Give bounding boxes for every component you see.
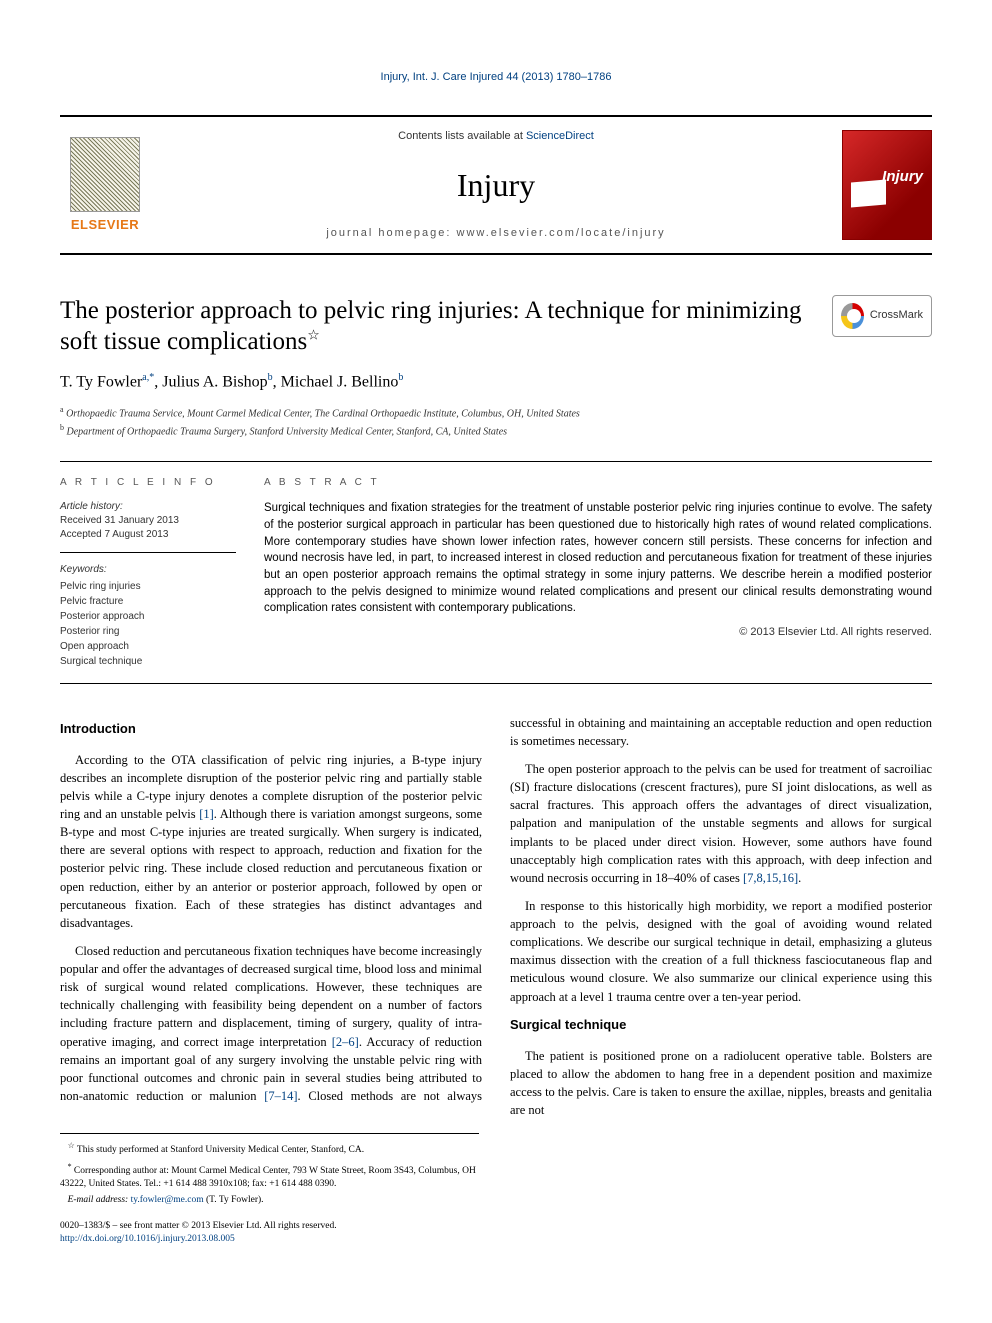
sciencedirect-link[interactable]: ScienceDirect	[526, 130, 594, 142]
article-title: The posterior approach to pelvic ring in…	[60, 295, 812, 358]
author-2[interactable]: Julius A. Bishop	[162, 374, 267, 391]
aff-b-sup: b	[60, 423, 64, 432]
abstract-heading: A B S T R A C T	[264, 476, 932, 491]
article-info: A R T I C L E I N F O Article history: R…	[60, 462, 250, 683]
body-paragraph: The open posterior approach to the pelvi…	[510, 760, 932, 887]
keyword: Pelvic fracture	[60, 594, 236, 609]
author-3[interactable]: Michael J. Bellino	[281, 374, 399, 391]
aff-a-sup: a	[60, 405, 64, 414]
authors: T. Ty Fowlera,*, Julius A. Bishopb, Mich…	[60, 371, 932, 394]
citation-link[interactable]: [7–14]	[264, 1089, 297, 1103]
author-2-sup[interactable]: b	[268, 372, 273, 383]
email-name: (T. Ty Fowler).	[206, 1195, 264, 1205]
running-head-issue: 44 (2013) 1780–1786	[506, 71, 611, 83]
running-head-journal: Injury, Int. J. Care Injured	[381, 71, 504, 83]
affiliation-a: Orthopaedic Trauma Service, Mount Carmel…	[66, 409, 580, 420]
footnote-email: E-mail address: ty.fowler@me.com (T. Ty …	[60, 1194, 479, 1207]
keyword: Pelvic ring injuries	[60, 579, 236, 594]
keywords-list: Pelvic ring injuries Pelvic fracture Pos…	[60, 579, 236, 669]
body-paragraph: In response to this historically high mo…	[510, 897, 932, 1006]
affiliation-b: Department of Orthopaedic Trauma Surgery…	[67, 426, 508, 437]
keyword: Open approach	[60, 639, 236, 654]
introduction-heading: Introduction	[60, 720, 482, 739]
contents-prefix: Contents lists available at	[398, 130, 523, 142]
keywords-label: Keywords:	[60, 564, 107, 575]
journal-name: Injury	[170, 163, 822, 208]
crossmark-icon	[841, 303, 864, 329]
journal-cover-thumbnail[interactable]: Injury	[842, 130, 932, 240]
journal-header-center: Contents lists available at ScienceDirec…	[150, 129, 842, 241]
citation-link[interactable]: [7,8,15,16]	[743, 871, 798, 885]
abstract-copyright: © 2013 Elsevier Ltd. All rights reserved…	[264, 625, 932, 641]
author-1-sup[interactable]: a,*	[142, 372, 154, 383]
running-head: Injury, Int. J. Care Injured 44 (2013) 1…	[60, 70, 932, 85]
footnote-corresponding: * Corresponding author at: Mount Carmel …	[60, 1161, 479, 1192]
footer: 0020–1383/$ – see front matter © 2013 El…	[60, 1220, 932, 1247]
body-paragraph: The patient is positioned prone on a rad…	[510, 1047, 932, 1120]
footnotes: ☆ This study performed at Stanford Unive…	[60, 1133, 479, 1208]
journal-cover-text: Injury	[882, 166, 923, 187]
accepted-date: Accepted 7 August 2013	[60, 528, 236, 542]
article-body: Introduction According to the OTA classi…	[60, 714, 932, 1119]
footnote-study: ☆ This study performed at Stanford Unive…	[60, 1140, 479, 1157]
elsevier-tree-icon	[70, 137, 140, 212]
crossmark-label: CrossMark	[870, 308, 923, 323]
title-footnote-star[interactable]: ☆	[307, 329, 320, 344]
citation-link[interactable]: [1]	[199, 807, 214, 821]
meta-abstract-block: A R T I C L E I N F O Article history: R…	[60, 461, 932, 684]
citation-link[interactable]: [2–6]	[332, 1035, 359, 1049]
crossmark-badge[interactable]: CrossMark	[832, 295, 932, 337]
author-1[interactable]: T. Ty Fowler	[60, 374, 142, 391]
affiliations: a Orthopaedic Trauma Service, Mount Carm…	[60, 404, 932, 439]
article-info-heading: A R T I C L E I N F O	[60, 476, 236, 490]
doi-link[interactable]: http://dx.doi.org/10.1016/j.injury.2013.…	[60, 1233, 932, 1246]
keyword: Surgical technique	[60, 654, 236, 669]
publisher-name: ELSEVIER	[71, 216, 139, 234]
contents-line: Contents lists available at ScienceDirec…	[170, 129, 822, 144]
running-head-link[interactable]: Injury, Int. J. Care Injured 44 (2013) 1…	[381, 71, 612, 83]
abstract-text: Surgical techniques and fixation strateg…	[264, 500, 932, 617]
article-history: Article history: Received 31 January 201…	[60, 500, 236, 553]
keyword: Posterior ring	[60, 624, 236, 639]
email-link[interactable]: ty.fowler@me.com	[131, 1195, 204, 1205]
journal-homepage: journal homepage: www.elsevier.com/locat…	[170, 226, 822, 241]
front-matter-line: 0020–1383/$ – see front matter © 2013 El…	[60, 1220, 932, 1233]
footnote-star: ☆	[68, 1141, 75, 1150]
publisher-logo[interactable]: ELSEVIER	[60, 130, 150, 240]
abstract: A B S T R A C T Surgical techniques and …	[250, 462, 932, 683]
surgical-technique-heading: Surgical technique	[510, 1016, 932, 1035]
body-paragraph: According to the OTA classification of p…	[60, 751, 482, 932]
history-label: Article history:	[60, 501, 123, 512]
article-title-text: The posterior approach to pelvic ring in…	[60, 297, 801, 355]
journal-header: ELSEVIER Contents lists available at Sci…	[60, 115, 932, 255]
keyword: Posterior approach	[60, 609, 236, 624]
author-3-sup[interactable]: b	[398, 372, 403, 383]
received-date: Received 31 January 2013	[60, 514, 236, 528]
email-label: E-mail address:	[68, 1195, 129, 1205]
